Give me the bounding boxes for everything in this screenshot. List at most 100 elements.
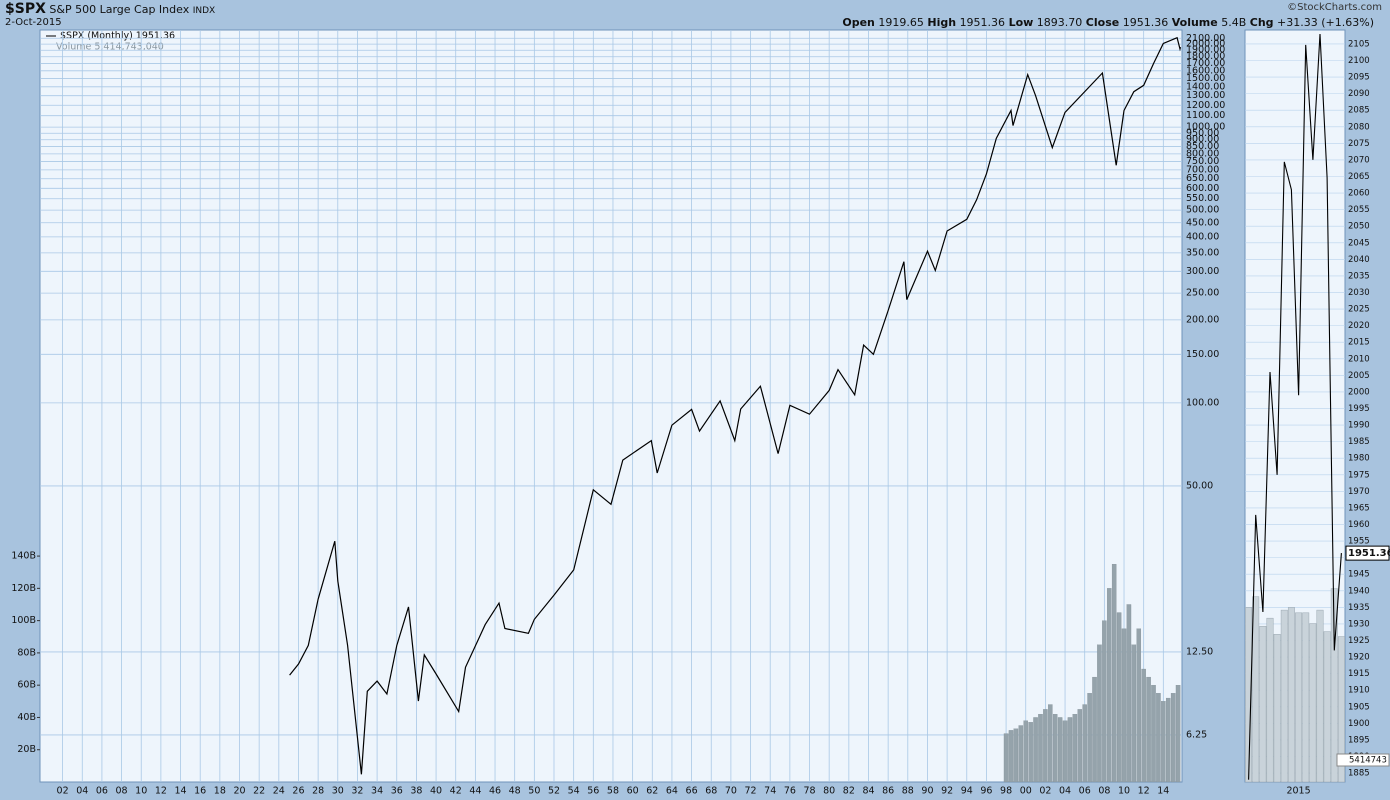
x-tick-label: 46: [489, 786, 501, 797]
volume-bar: [1043, 709, 1048, 783]
volume-bar: [1141, 668, 1146, 783]
volume-bar: [1057, 717, 1063, 783]
y-tick-label: 850.00: [1186, 141, 1219, 152]
side-tick-label: 2090: [1348, 89, 1370, 99]
volume-bar: [1092, 676, 1097, 783]
y-tick-label: 1800.00: [1186, 51, 1225, 62]
x-tick-label: 30: [332, 786, 344, 797]
side-tick-label: 1885: [1348, 769, 1370, 779]
x-tick-label: 50: [528, 786, 540, 797]
x-tick-label: 88: [902, 786, 914, 797]
side-tick-label: 2060: [1348, 189, 1370, 199]
side-tick-label: 2000: [1348, 387, 1370, 397]
volume-bar: [1146, 676, 1151, 783]
price-line: [289, 36, 1182, 775]
x-tick-label: 40: [430, 786, 442, 797]
y-tick-label: 6.25: [1186, 729, 1207, 740]
side-volume-bar: [1259, 625, 1267, 783]
x-tick-label: 08: [116, 786, 128, 797]
y-tick-label: 12.50: [1186, 646, 1213, 657]
y-tick-label: 550.00: [1186, 193, 1219, 204]
x-tick-label: 32: [351, 786, 363, 797]
volume-bar: [1097, 644, 1102, 783]
x-tick-label: 10: [1118, 786, 1130, 797]
y-tick-label: 950.00: [1186, 128, 1219, 139]
side-volume-bar: [1302, 612, 1310, 783]
volume-bar: [1013, 728, 1019, 783]
y-tick-label: 100.00: [1186, 397, 1219, 408]
x-tick-label: 76: [784, 786, 796, 797]
x-tick-label: 20: [233, 786, 245, 797]
side-tick-label: 2075: [1348, 139, 1370, 149]
x-tick-label: 44: [469, 786, 481, 797]
side-tick-label: 2040: [1348, 255, 1370, 265]
x-tick-label: 12: [155, 786, 167, 797]
x-tick-label: 18: [214, 786, 226, 797]
side-tick-label: 1910: [1348, 686, 1370, 696]
quote-value: 1893.70: [1036, 16, 1083, 29]
quote-value: 1951.36: [959, 16, 1006, 29]
x-tick-label: 28: [312, 786, 324, 797]
x-tick-label: 64: [666, 786, 678, 797]
y-tick-label: 250.00: [1186, 288, 1219, 299]
quote-value: +31.33 (+1.63%): [1277, 16, 1374, 29]
volume-bar: [1067, 717, 1073, 783]
volume-tick-label: 60B: [17, 680, 36, 691]
y-tick-label: 600.00: [1186, 183, 1219, 194]
quote-bar: Open 1919.65 High 1951.36 Low 1893.70 Cl…: [842, 16, 1374, 29]
side-volume-bar: [1337, 636, 1345, 783]
volume-bar: [1116, 612, 1122, 783]
quote-value: 1919.65: [878, 16, 924, 29]
volume-bar: [1052, 714, 1058, 783]
side-tick-label: 1975: [1348, 470, 1370, 480]
volume-bar: [1102, 620, 1107, 783]
side-tick-label: 2100: [1348, 56, 1370, 66]
side-tick-label: 1905: [1348, 702, 1370, 712]
index-name: S&P 500 Large Cap Index: [49, 3, 190, 16]
volume-bar: [1062, 720, 1068, 783]
side-tick-label: 1990: [1348, 421, 1370, 431]
side-tick-label: 1985: [1348, 437, 1370, 447]
x-tick-label: 14: [174, 786, 186, 797]
side-tick-label: 2020: [1348, 321, 1370, 331]
side-tick-label: 2105: [1348, 39, 1370, 49]
x-tick-label: 60: [627, 786, 639, 797]
x-tick-label: 74: [764, 786, 776, 797]
x-tick-label: 06: [96, 786, 108, 797]
y-tick-label: 1400.00: [1186, 81, 1225, 92]
quote-label: Low: [1008, 16, 1034, 29]
side-tick-label: 1930: [1348, 619, 1370, 629]
x-tick-label: 80: [823, 786, 835, 797]
volume-bar: [1151, 685, 1156, 783]
y-tick-label: 800.00: [1186, 148, 1219, 159]
x-tick-label: 84: [862, 786, 874, 797]
side-tick-label: 1955: [1348, 537, 1370, 547]
volume-bar: [1161, 701, 1166, 783]
y-tick-label: 350.00: [1186, 247, 1219, 258]
x-tick-label: 62: [646, 786, 658, 797]
side-volume-bar: [1323, 631, 1331, 783]
x-tick-label: 68: [705, 786, 717, 797]
x-tick-label: 52: [548, 786, 560, 797]
side-volume-bar: [1309, 623, 1317, 783]
y-tick-label: 1500.00: [1186, 73, 1225, 84]
x-tick-label: 14: [1157, 786, 1169, 797]
volume-tick-label: 80B: [17, 647, 36, 658]
title: $SPX S&P 500 Large Cap Index INDX: [5, 1, 215, 17]
y-tick-label: 1000.00: [1186, 122, 1225, 133]
volume-tick-label: 120B: [11, 583, 36, 594]
quote-label: Open: [842, 16, 875, 29]
volume-bar: [1008, 730, 1014, 783]
x-tick-label: 98: [1000, 786, 1012, 797]
y-tick-label: 2100.00: [1186, 33, 1225, 44]
y-tick-label: 1200.00: [1186, 100, 1225, 111]
volume-bar: [1038, 714, 1043, 783]
side-volume-bar: [1266, 617, 1274, 783]
x-tick-label: 38: [410, 786, 422, 797]
volume-bar: [1156, 693, 1161, 783]
x-tick-label: 94: [961, 786, 973, 797]
x-tick-label: 36: [391, 786, 403, 797]
side-tick-label: 2055: [1348, 205, 1370, 215]
side-tick-label: 1900: [1348, 719, 1370, 729]
